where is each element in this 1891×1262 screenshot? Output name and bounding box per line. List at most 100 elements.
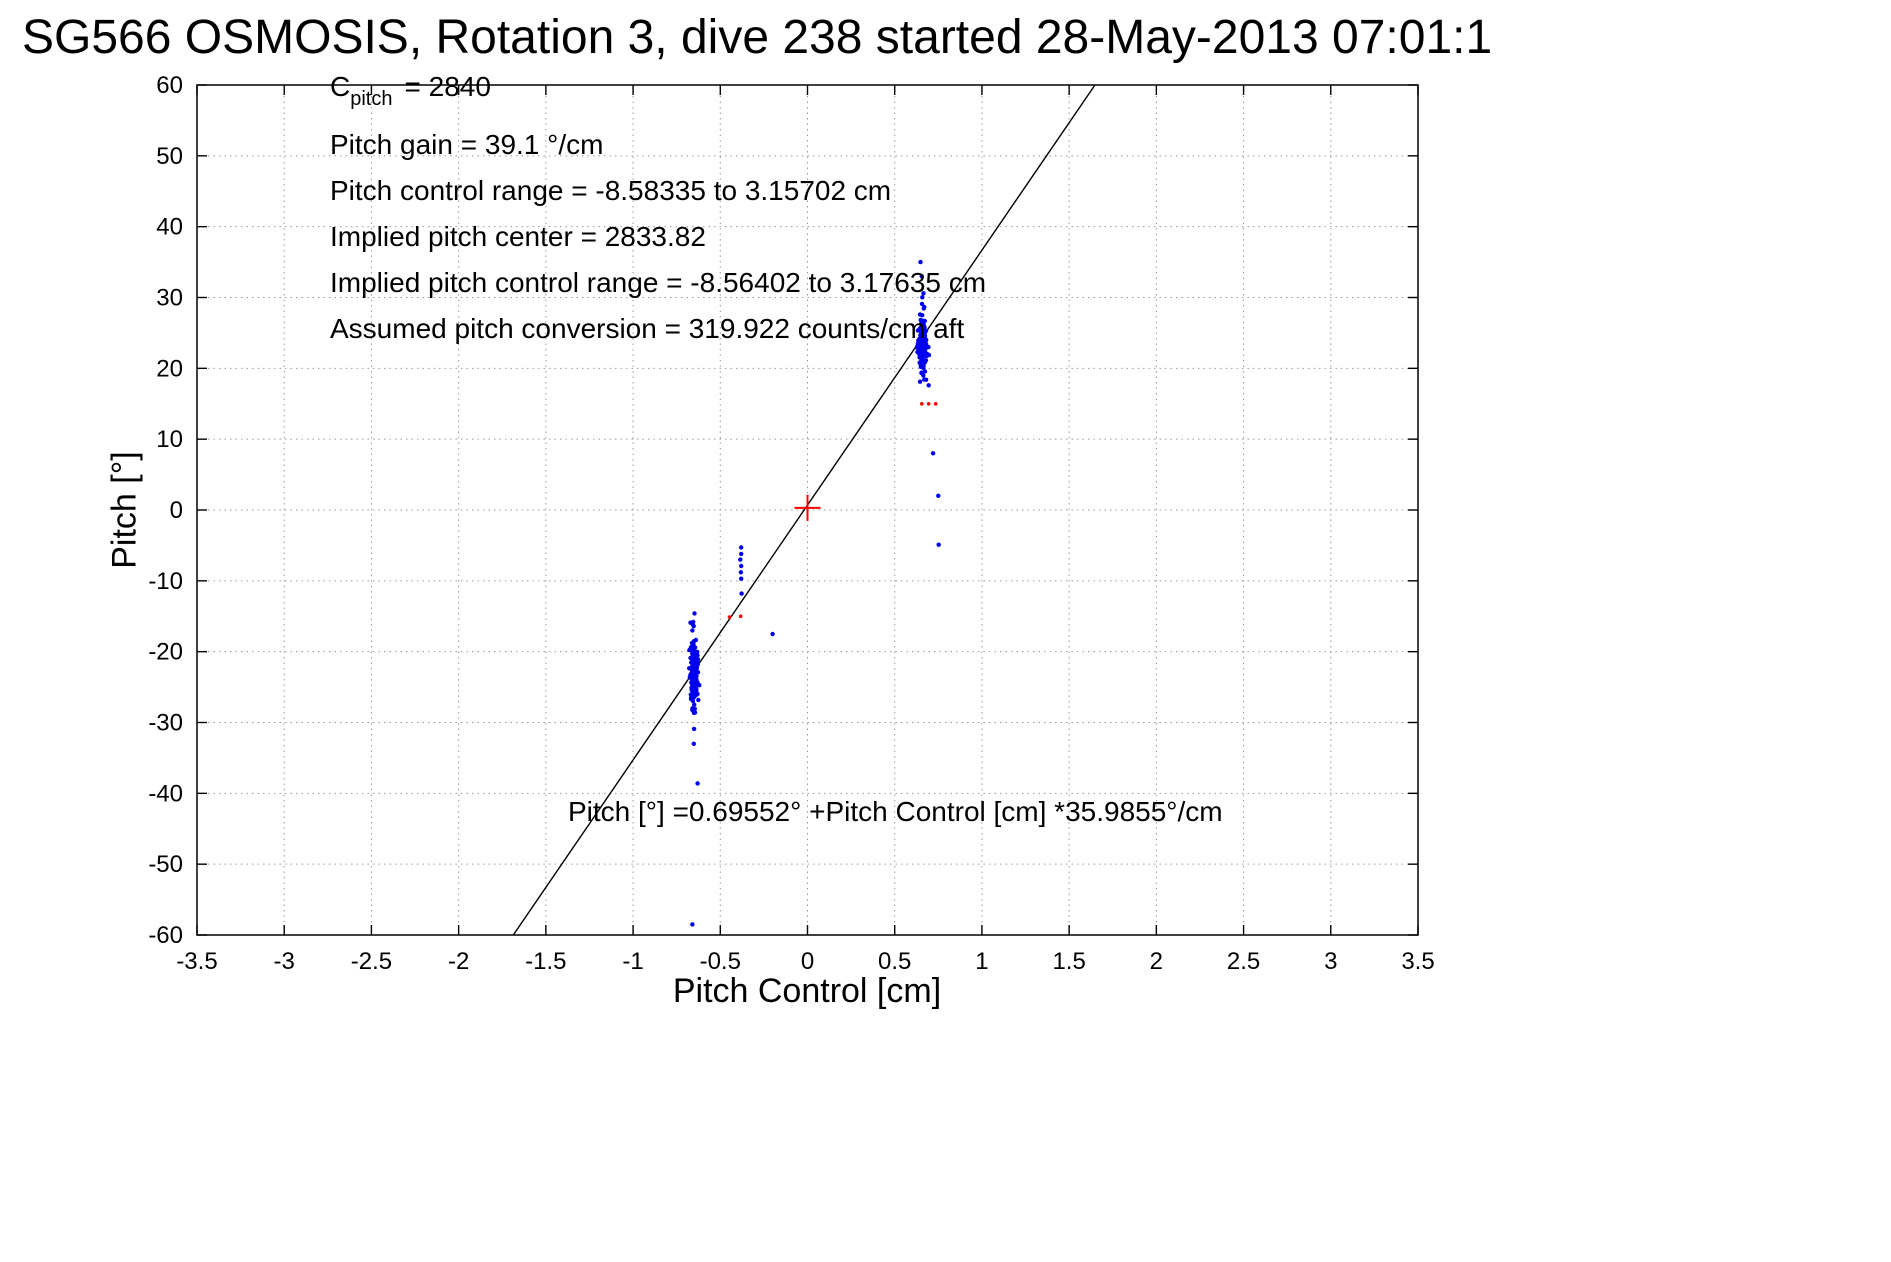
scatter-point: [919, 274, 924, 279]
scatter-point: [738, 614, 743, 619]
x-tick-label: 3: [1324, 948, 1337, 975]
scatter-point: [936, 493, 941, 498]
scatter-point: [690, 653, 696, 659]
fit-line: [512, 84, 1096, 936]
scatter-point: [739, 551, 744, 557]
x-tick-label: 0: [801, 948, 814, 975]
scatter-point: [690, 922, 695, 927]
y-tick-label: -50: [148, 851, 183, 878]
annotation-block: Cpitch = 2840 Pitch gain = 39.1 °/cm Pitc…: [330, 64, 986, 352]
scatter-point: [695, 781, 700, 786]
fit-equation-label: Pitch [°] =0.69552° +Pitch Control [cm] …: [568, 796, 1223, 827]
scatter-point: [739, 576, 744, 581]
scatter-point: [923, 377, 929, 382]
scatter-point: [690, 628, 695, 633]
annotation-implied-pitch-center: Implied pitch center = 2833.82: [330, 221, 706, 252]
scatter-point: [936, 542, 941, 547]
scatter-point: [739, 563, 744, 569]
y-tick-label: -10: [148, 568, 183, 595]
chart-title: SG566 OSMOSIS, Rotation 3, dive 238 star…: [22, 11, 1493, 64]
scatter-point: [770, 631, 775, 637]
scatter-point: [921, 321, 926, 326]
scatter-point: [915, 349, 920, 355]
scatter-point: [690, 667, 695, 672]
scatter-point: [919, 301, 925, 307]
y-tick-label: -30: [148, 710, 183, 737]
x-tick-label: -2.5: [351, 948, 392, 975]
x-tick-label: 1: [975, 948, 988, 975]
y-tick-label: 60: [156, 72, 183, 99]
y-tick-label: 30: [156, 285, 183, 312]
scatter-point: [923, 338, 928, 343]
scatter-point: [917, 379, 923, 384]
scatter-point: [739, 545, 744, 550]
scatter-point: [727, 615, 732, 619]
scatter-point: [687, 666, 692, 671]
x-tick-label: 3.5: [1401, 948, 1434, 975]
scatter-point: [691, 691, 696, 696]
y-tick-label: 40: [156, 214, 183, 241]
y-tick-label: 0: [170, 497, 183, 524]
x-tick-label: 0.5: [878, 948, 911, 975]
scatter-point: [933, 402, 938, 406]
scatter-point: [930, 451, 936, 456]
scatter-point: [921, 291, 926, 296]
scatter-point: [918, 364, 924, 370]
x-tick-label: -1: [622, 948, 643, 975]
scatter-point: [692, 682, 697, 687]
scatter-point: [919, 344, 924, 349]
y-tick-label: 50: [156, 143, 183, 170]
scatter-point: [691, 648, 696, 653]
scatter-point: [918, 317, 923, 323]
x-tick-label: 1.5: [1052, 948, 1085, 975]
scatter-point: [692, 611, 697, 616]
scatter-point: [696, 697, 701, 703]
x-tick-label: 2.5: [1227, 948, 1260, 975]
scatter-point: [739, 591, 744, 596]
y-tick-label: -20: [148, 639, 183, 666]
scatter-point: [926, 383, 931, 388]
y-tick-label: 20: [156, 355, 183, 382]
scatter-point: [691, 726, 697, 732]
scatter-point: [692, 710, 698, 715]
scatter-point: [921, 358, 926, 363]
scatter-point: [691, 741, 696, 746]
x-tick-label: -1.5: [525, 948, 566, 975]
scatter-point: [691, 676, 696, 681]
scatter-point: [921, 348, 926, 354]
y-tick-label: -60: [148, 922, 183, 949]
cpitch-value: = 2840: [404, 71, 491, 102]
x-tick-label: -3: [274, 948, 295, 975]
scatter-point: [692, 702, 697, 707]
scatter-point: [738, 570, 744, 575]
scatter-point: [687, 647, 692, 653]
scatter-point: [926, 402, 931, 406]
annotation-assumed-pitch-conversion: Assumed pitch conversion = 319.922 count…: [330, 313, 965, 344]
annotation-pitch-control-range: Pitch control range = -8.58335 to 3.1570…: [330, 175, 892, 206]
scatter-point: [914, 345, 919, 350]
y-axis-label: Pitch [°]: [105, 451, 144, 569]
scatter-point: [920, 295, 925, 300]
scatter-point: [690, 642, 695, 647]
cpitch-base: C: [330, 71, 351, 102]
scatter-point: [690, 698, 696, 704]
scatter-point: [925, 351, 930, 357]
x-tick-label: 2: [1150, 948, 1163, 975]
scatter-point: [691, 686, 696, 692]
y-tick-label: -40: [148, 780, 183, 807]
scatter-point: [918, 259, 923, 265]
annotation-implied-pitch-control-range: Implied pitch control range = -8.56402 t…: [330, 267, 987, 298]
scatter-point: [692, 662, 697, 667]
scatter-point: [688, 672, 693, 677]
annotation-cpitch: Cpitch = 2840: [330, 64, 986, 122]
scatter-point: [691, 619, 696, 625]
x-axis-label: Pitch Control [cm]: [672, 972, 942, 1010]
x-tick-label: -3.5: [176, 948, 217, 975]
scatter-point: [921, 334, 927, 340]
scatter-point: [920, 313, 925, 318]
scatter-point: [691, 657, 696, 662]
scatter-point: [922, 304, 927, 310]
x-tick-label: -2: [448, 948, 469, 975]
